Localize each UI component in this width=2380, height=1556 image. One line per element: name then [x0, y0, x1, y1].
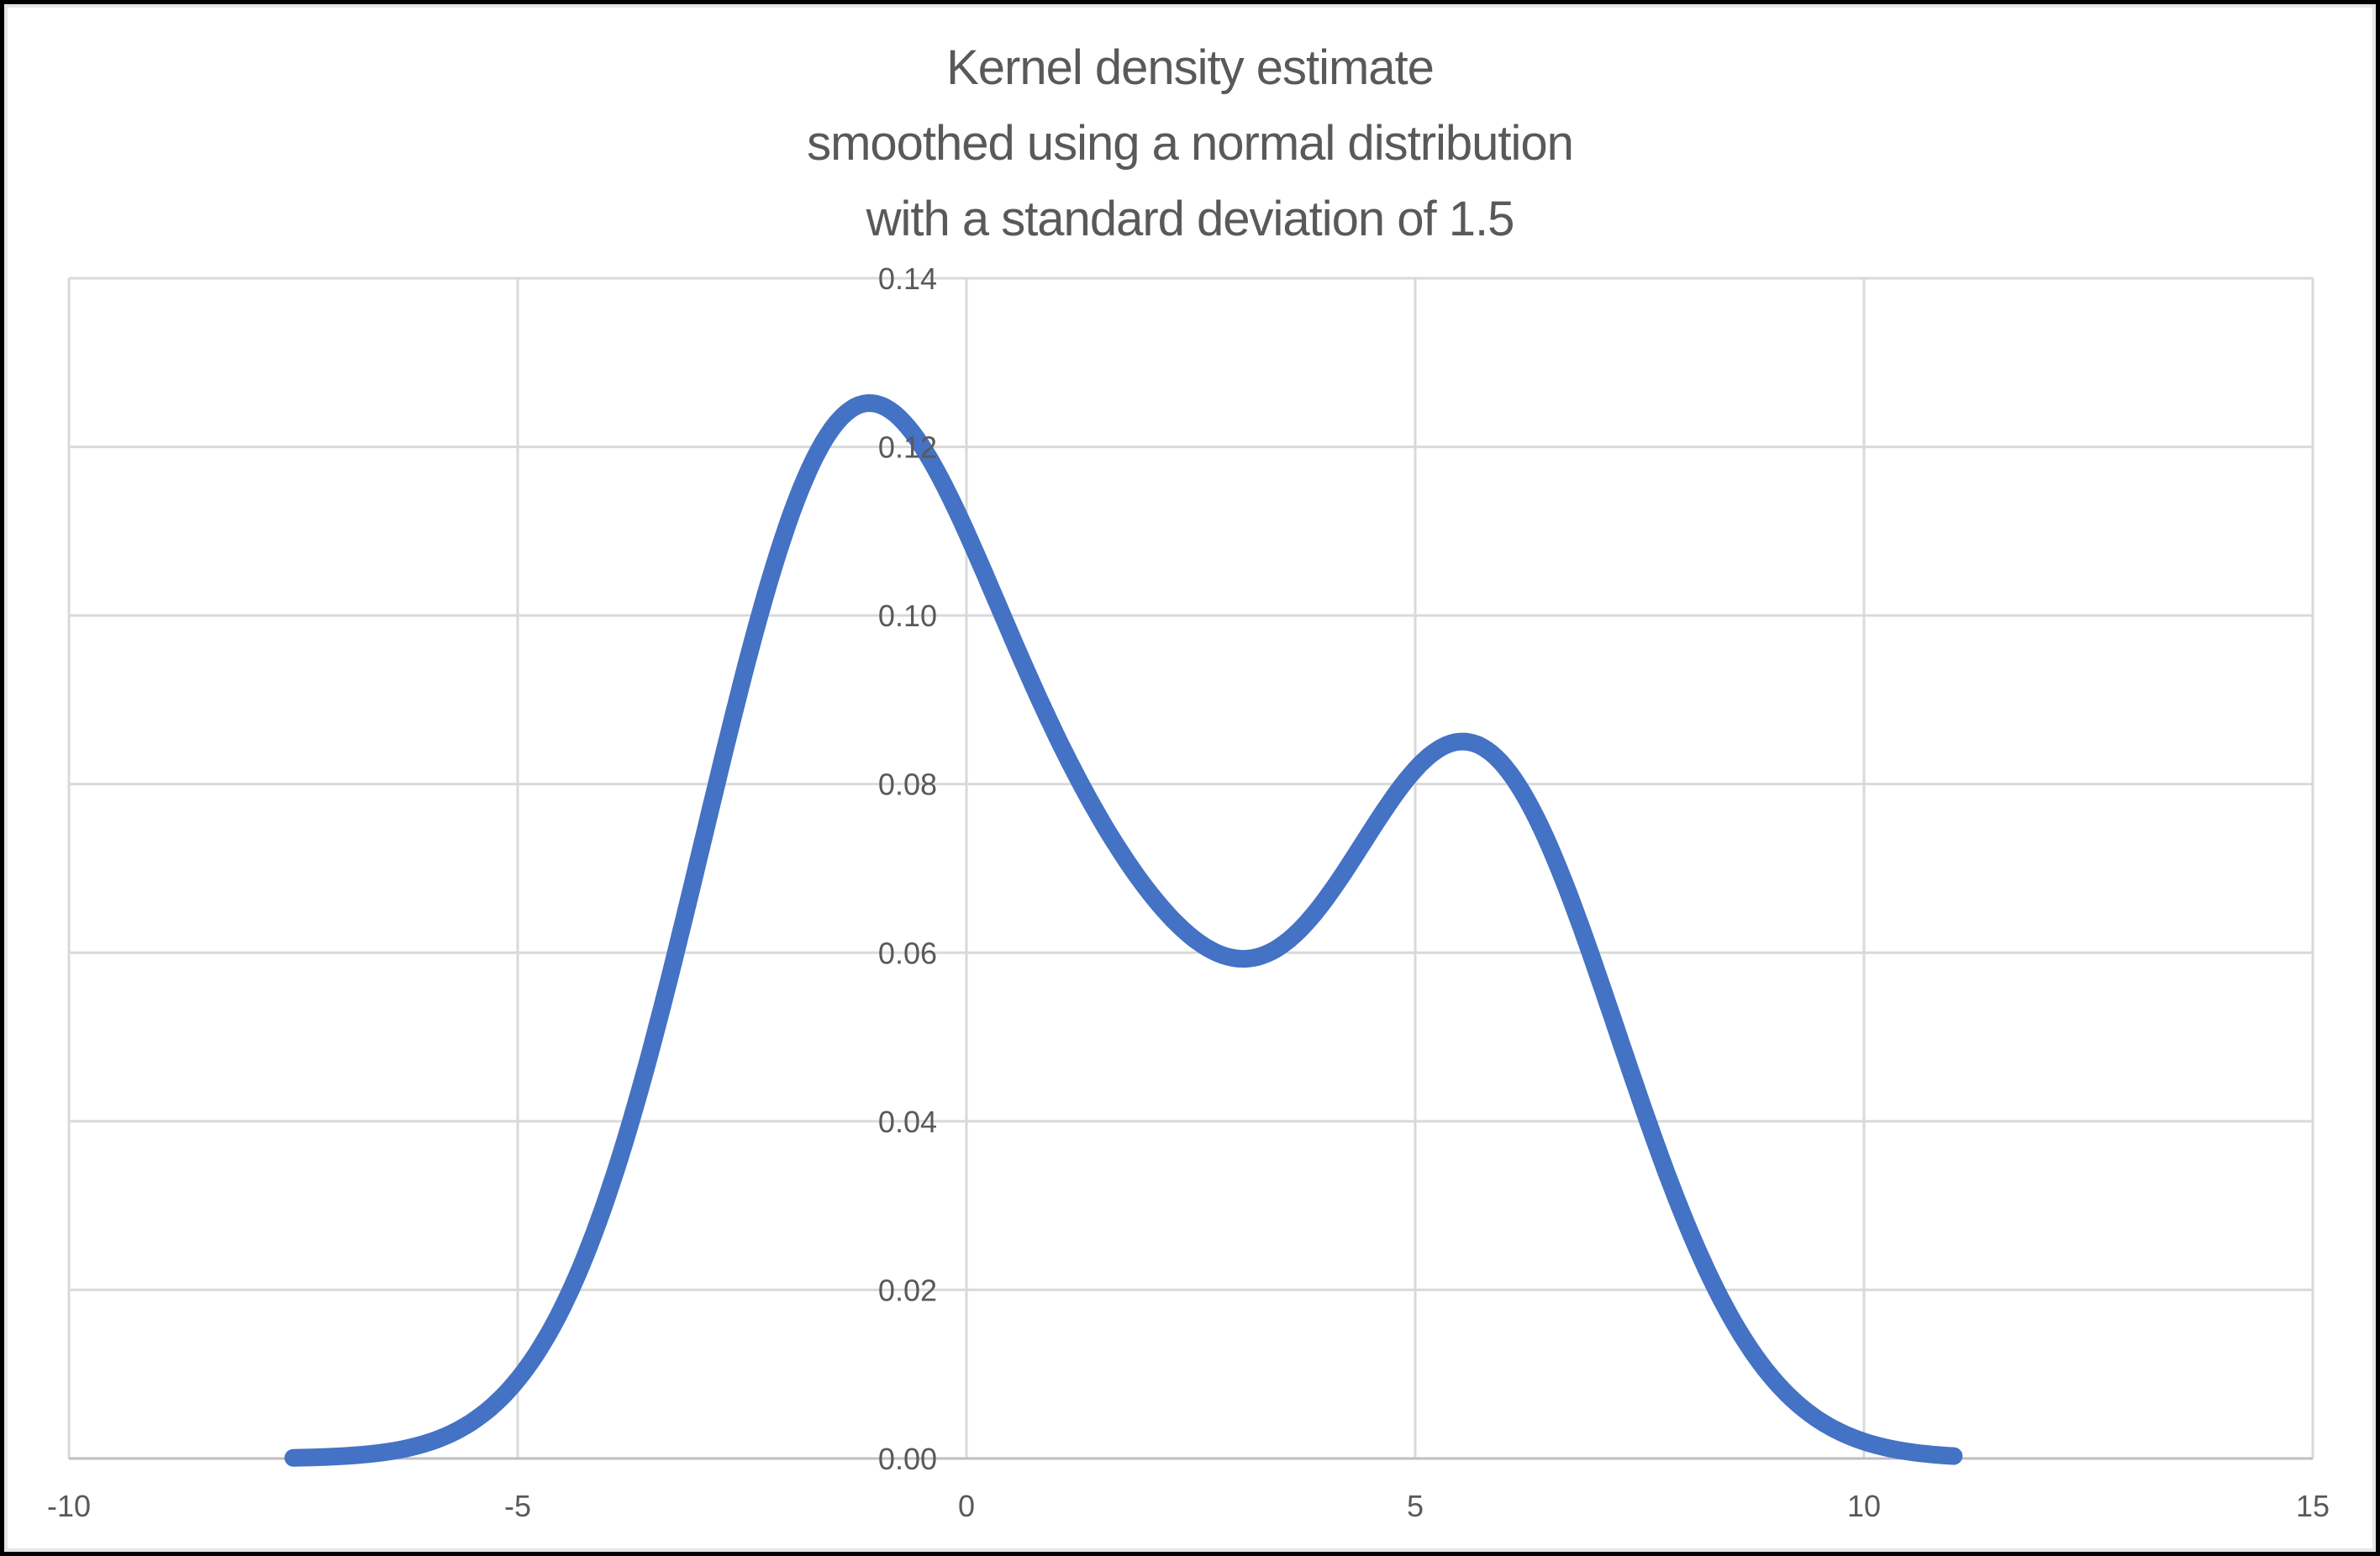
x-axis-tick-labels: -10 -5 0 5 10 15: [47, 1489, 2330, 1523]
x-tick-label: -5: [504, 1489, 531, 1523]
kde-curve: [284, 394, 1963, 1467]
y-tick-label: 0.04: [878, 1105, 937, 1139]
x-tick-label: 15: [2296, 1489, 2330, 1523]
chart-title: Kernel density estimate smoothed using a…: [0, 30, 2380, 257]
y-tick-label: 0.08: [878, 767, 937, 802]
horizontal-gridlines: [69, 277, 2313, 1460]
y-tick-label: 0.06: [878, 936, 937, 970]
y-tick-label: 0.02: [878, 1273, 937, 1307]
chart-title-line-2: smoothed using a normal distribution: [807, 116, 1574, 171]
chart-title-line-3: with a standard deviation of 1.5: [866, 192, 1515, 246]
y-tick-label: 0.12: [878, 430, 937, 465]
x-tick-label: 5: [1407, 1489, 1424, 1523]
x-tick-label: -10: [47, 1489, 91, 1523]
y-tick-label: 0.14: [878, 261, 937, 296]
y-tick-label: 0.00: [878, 1442, 937, 1476]
chart-title-line-1: Kernel density estimate: [946, 40, 1435, 95]
y-axis-tick-labels: 0.00 0.02 0.04 0.06 0.08 0.10 0.12 0.14: [878, 261, 937, 1476]
vertical-gridlines: [67, 278, 2314, 1458]
x-tick-label: 10: [1847, 1489, 1881, 1523]
y-tick-label: 0.10: [878, 599, 937, 633]
x-tick-label: 0: [958, 1489, 975, 1523]
